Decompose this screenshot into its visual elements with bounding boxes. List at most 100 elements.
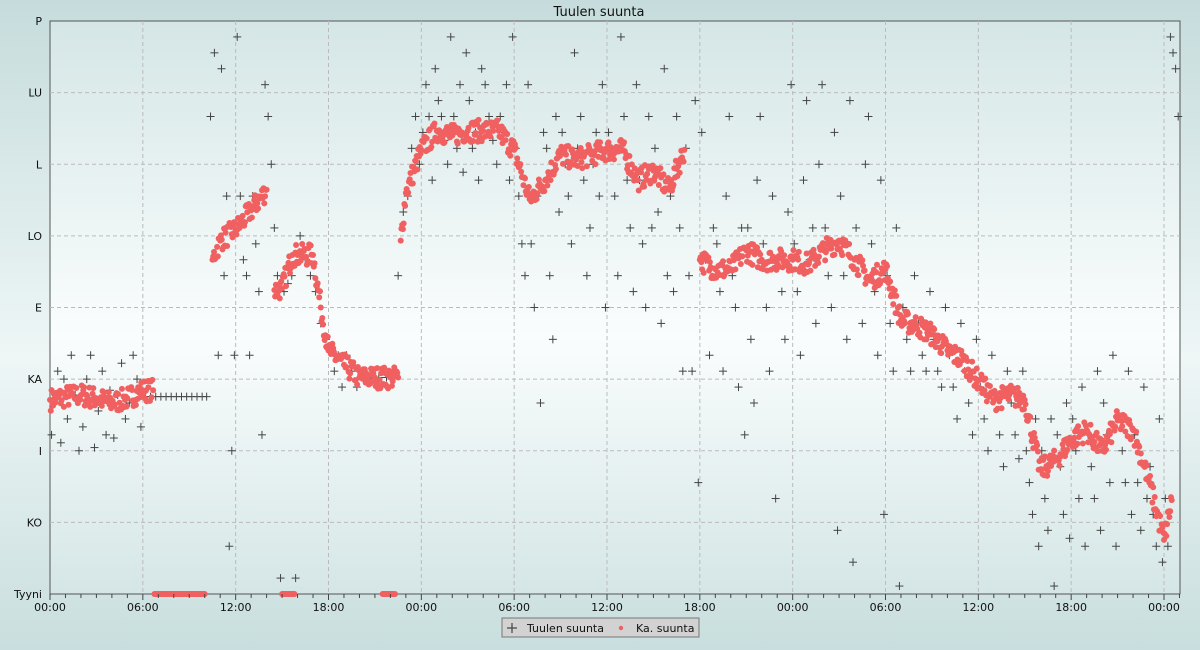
average-direction-point bbox=[815, 253, 822, 260]
average-direction-point bbox=[1087, 421, 1094, 428]
wind-direction-point bbox=[906, 367, 915, 376]
wind-direction-point bbox=[394, 271, 403, 280]
average-direction-point bbox=[730, 257, 737, 264]
wind-direction-point bbox=[481, 80, 490, 89]
average-direction-point bbox=[810, 246, 817, 253]
x-tick-label: 06:00 bbox=[870, 601, 902, 614]
average-direction-point bbox=[81, 384, 88, 391]
wind-direction-point bbox=[666, 192, 675, 201]
average-direction-point bbox=[261, 200, 268, 207]
average-direction-point bbox=[214, 253, 221, 260]
average-direction-point bbox=[781, 252, 788, 259]
average-direction-point bbox=[129, 387, 136, 394]
wind-direction-point bbox=[987, 351, 996, 360]
wind-direction-point bbox=[759, 239, 768, 248]
average-direction-point bbox=[916, 329, 923, 336]
wind-direction-point bbox=[1074, 494, 1083, 503]
wind-direction-point bbox=[1034, 542, 1043, 551]
wind-direction-point bbox=[1174, 112, 1183, 121]
wind-direction-point bbox=[1112, 542, 1121, 551]
average-direction-point bbox=[1136, 443, 1143, 450]
wind-direction-point bbox=[576, 112, 585, 121]
average-direction-point bbox=[287, 270, 294, 277]
wind-direction-point bbox=[984, 446, 993, 455]
wind-direction-point bbox=[734, 383, 743, 392]
average-direction-point bbox=[739, 253, 746, 260]
average-direction-point bbox=[412, 158, 419, 165]
average-direction-point bbox=[1151, 493, 1158, 500]
average-direction-point bbox=[807, 267, 814, 274]
average-direction-point bbox=[1163, 532, 1170, 539]
wind-direction-point bbox=[722, 192, 731, 201]
wind-direction-point bbox=[1047, 414, 1056, 423]
wind-direction-point bbox=[109, 434, 118, 443]
wind-direction-point bbox=[524, 80, 533, 89]
wind-direction-point bbox=[468, 144, 477, 153]
average-direction-point bbox=[381, 364, 388, 371]
wind-direction-point bbox=[206, 112, 215, 121]
average-direction-point bbox=[388, 382, 395, 389]
legend-label-tuulen-suunta: Tuulen suunta bbox=[526, 622, 604, 635]
wind-direction-point bbox=[443, 160, 452, 169]
average-direction-point bbox=[504, 131, 511, 138]
wind-direction-point bbox=[514, 192, 523, 201]
average-direction-point bbox=[893, 292, 900, 299]
average-direction-point bbox=[111, 401, 118, 408]
average-direction-point bbox=[101, 389, 108, 396]
chart-title: Tuulen suunta bbox=[553, 5, 645, 20]
wind-direction-point bbox=[1081, 542, 1090, 551]
wind-direction-point bbox=[222, 192, 231, 201]
average-direction-point bbox=[285, 259, 292, 266]
average-direction-point bbox=[1031, 434, 1038, 441]
average-direction-point bbox=[822, 249, 829, 256]
average-direction-point bbox=[904, 310, 911, 317]
wind-direction-point bbox=[626, 223, 635, 232]
average-direction-point bbox=[312, 275, 319, 282]
wind-direction-point bbox=[654, 208, 663, 216]
average-direction-point bbox=[643, 176, 650, 183]
average-direction-point bbox=[610, 156, 617, 163]
y-tick-label: Tyyni bbox=[13, 588, 42, 601]
wind-direction-point bbox=[582, 271, 591, 280]
wind-direction-point bbox=[889, 367, 898, 376]
wind-direction-point bbox=[845, 96, 854, 105]
average-direction-point bbox=[405, 189, 412, 196]
wind-direction-point bbox=[551, 112, 560, 121]
wind-direction-point bbox=[82, 375, 91, 384]
average-direction-point bbox=[343, 363, 350, 370]
wind-direction-point bbox=[592, 128, 601, 137]
wind-direction-point bbox=[86, 351, 95, 360]
wind-direction-point bbox=[616, 32, 625, 41]
average-direction-point bbox=[409, 180, 416, 187]
average-direction-point bbox=[1022, 401, 1029, 408]
average-direction-point bbox=[441, 139, 448, 146]
average-direction-point bbox=[512, 144, 519, 151]
wind-direction-point bbox=[431, 64, 440, 73]
wind-direction-point bbox=[94, 406, 103, 415]
wind-direction-point bbox=[239, 255, 248, 264]
average-direction-point bbox=[1075, 423, 1082, 430]
wind-direction-point bbox=[485, 112, 494, 121]
wind-direction-point bbox=[1096, 526, 1105, 535]
wind-direction-point bbox=[972, 335, 981, 344]
wind-direction-point bbox=[102, 430, 111, 439]
x-tick-label: 00:00 bbox=[1148, 601, 1180, 614]
wind-direction-point bbox=[1014, 454, 1023, 463]
average-direction-point bbox=[544, 182, 551, 189]
wind-direction-point bbox=[220, 271, 229, 280]
average-direction-point bbox=[705, 254, 712, 261]
wind-direction-point bbox=[647, 223, 656, 232]
average-direction-point bbox=[317, 304, 324, 311]
average-direction-point bbox=[698, 259, 705, 266]
average-direction-point bbox=[475, 116, 482, 123]
wind-direction-point bbox=[1118, 446, 1127, 455]
wind-direction-point bbox=[261, 80, 270, 89]
x-tick-label: 00:00 bbox=[405, 601, 437, 614]
wind-direction-point bbox=[579, 176, 588, 185]
average-direction-point bbox=[860, 262, 867, 269]
wind-direction-point bbox=[1127, 510, 1136, 519]
wind-direction-point bbox=[780, 335, 789, 344]
average-direction-point bbox=[418, 146, 425, 153]
average-direction-point bbox=[861, 267, 868, 274]
wind-direction-point bbox=[1003, 367, 1012, 376]
